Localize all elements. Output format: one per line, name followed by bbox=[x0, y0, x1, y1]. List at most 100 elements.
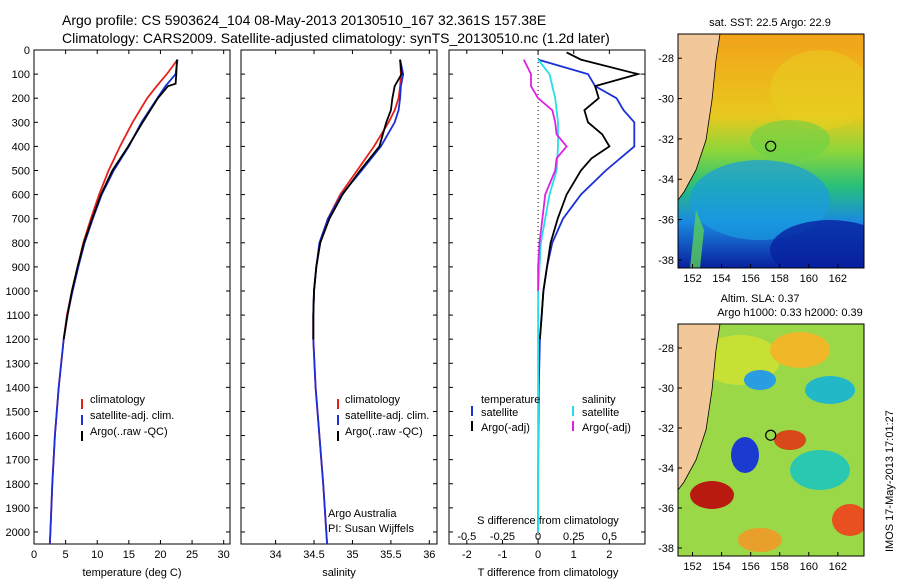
series-line bbox=[539, 51, 642, 340]
temperature-xlabel: temperature (deg C) bbox=[82, 567, 181, 579]
x-tick-label: -2 bbox=[462, 549, 472, 561]
x-tick-label: 10 bbox=[91, 549, 103, 561]
y-tick-label: 1800 bbox=[6, 479, 30, 491]
sst-map-title: sat. SST: 22.5 Argo: 22.9 bbox=[709, 17, 831, 29]
difference-plot: -2 -1 0 1 2 -0.5 -0.25 0 0.25 0.5 bbox=[449, 49, 645, 561]
temperature-plot: 0100200300400500600700800900100011001200… bbox=[6, 45, 230, 561]
y-tick-label: 1000 bbox=[6, 286, 30, 298]
x-tick-label: 1 bbox=[571, 549, 577, 561]
map-y-tick-label: -28 bbox=[658, 53, 674, 65]
argo-position-marker bbox=[765, 429, 777, 441]
y-tick-label: 300 bbox=[12, 117, 30, 129]
salinity-plot: 34 34.5 35 35.5 36 bbox=[241, 49, 437, 561]
map-y-tick-label: -34 bbox=[658, 174, 674, 186]
x-tick-label: 34 bbox=[269, 549, 281, 561]
legend-temperature-heading: temperature bbox=[481, 394, 540, 406]
y-tick-label: 1500 bbox=[6, 406, 30, 418]
y-tick-label: 1700 bbox=[6, 455, 30, 467]
x2-tick-label: 0.5 bbox=[602, 531, 617, 543]
x-tick-label: 35.5 bbox=[380, 549, 401, 561]
series-line bbox=[312, 59, 403, 340]
sla-map-subtitle: Argo h1000: 0.33 h2000: 0.39 bbox=[717, 307, 863, 319]
map-x-tick-label: 162 bbox=[829, 273, 847, 285]
difference-legend: temperature satellite Argo(-adj) salinit… bbox=[471, 394, 631, 434]
y-tick-label: 800 bbox=[12, 238, 30, 250]
sla-map-axes: 152 154 156 158 160 162 -28 -30 -32 -34 -36 -38 bbox=[658, 343, 847, 573]
y-tick-label: 500 bbox=[12, 165, 30, 177]
map-y-tick-label: -30 bbox=[658, 94, 674, 106]
legend-sal-argo: Argo(-adj) bbox=[582, 422, 631, 434]
legend-sal-satellite: satellite bbox=[582, 407, 619, 419]
y-tick-label: 1200 bbox=[6, 334, 30, 346]
map-x-tick-label: 160 bbox=[800, 273, 818, 285]
argo-position-marker bbox=[765, 140, 777, 152]
map-x-tick-label: 154 bbox=[712, 561, 730, 573]
y-tick-label: 400 bbox=[12, 141, 30, 153]
series-line bbox=[537, 59, 559, 532]
map-y-tick-label: -36 bbox=[658, 503, 674, 515]
difference-xlabel: T difference from climatology bbox=[478, 567, 619, 579]
difference-x2label: S difference from climatology bbox=[477, 515, 619, 527]
series-line bbox=[62, 59, 178, 340]
y-tick-label: 100 bbox=[12, 69, 30, 81]
map-x-tick-label: 160 bbox=[800, 561, 818, 573]
legend-temp-satellite: satellite bbox=[481, 407, 518, 419]
legend-argo: Argo(..raw -QC) bbox=[345, 426, 423, 438]
map-y-tick-label: -34 bbox=[658, 463, 674, 475]
salinity-legend: climatology satellite-adj. clim. Argo(..… bbox=[328, 394, 429, 535]
x-tick-label: 2 bbox=[606, 549, 612, 561]
map-y-tick-label: -32 bbox=[658, 134, 674, 146]
x2-tick-label: 0.25 bbox=[563, 531, 584, 543]
legend-satellite: satellite-adj. clim. bbox=[90, 410, 174, 422]
temperature-plot-frame bbox=[33, 49, 231, 545]
y-tick-label: 900 bbox=[12, 262, 30, 274]
map-x-tick-label: 162 bbox=[829, 561, 847, 573]
difference-plot-frame bbox=[448, 49, 646, 545]
map-x-tick-label: 158 bbox=[771, 273, 789, 285]
legend-climatology: climatology bbox=[345, 394, 401, 406]
x-tick-label: 34.5 bbox=[303, 549, 324, 561]
y-tick-label: 1900 bbox=[6, 503, 30, 515]
map-y-tick-label: -28 bbox=[658, 343, 674, 355]
legend-climatology: climatology bbox=[90, 394, 146, 406]
map-x-tick-label: 154 bbox=[712, 273, 730, 285]
x-tick-label: 36 bbox=[423, 549, 435, 561]
map-y-tick-label: -36 bbox=[658, 215, 674, 227]
x-tick-label: 20 bbox=[154, 549, 166, 561]
y-tick-label: 600 bbox=[12, 190, 30, 202]
y-tick-label: 1400 bbox=[6, 382, 30, 394]
map-x-tick-label: 158 bbox=[771, 561, 789, 573]
series-line bbox=[312, 59, 405, 545]
map-x-tick-label: 156 bbox=[741, 273, 759, 285]
x-tick-label: 0 bbox=[31, 549, 37, 561]
x-tick-label: 0 bbox=[535, 549, 541, 561]
figure-title-line2: Climatology: CARS2009. Satellite-adjuste… bbox=[62, 30, 610, 46]
legend-salinity-heading: salinity bbox=[582, 394, 616, 406]
x-tick-label: 35 bbox=[346, 549, 358, 561]
salinity-plot-frame bbox=[240, 49, 438, 545]
legend-satellite: satellite-adj. clim. bbox=[345, 410, 429, 422]
argo-australia-label: Argo Australia bbox=[328, 508, 397, 520]
map-y-tick-label: -32 bbox=[658, 423, 674, 435]
x-tick-label: -1 bbox=[498, 549, 508, 561]
y-tick-label: 1100 bbox=[6, 310, 30, 322]
salinity-xlabel: salinity bbox=[322, 567, 356, 579]
map-x-tick-label: 152 bbox=[683, 561, 701, 573]
x-tick-label: 15 bbox=[123, 549, 135, 561]
x2-tick-label: 0 bbox=[535, 531, 541, 543]
y-tick-label: 0 bbox=[24, 45, 30, 57]
imos-timestamp: IMOS 17-May-2013 17:01:27 bbox=[884, 410, 896, 552]
map-y-tick-label: -38 bbox=[658, 255, 674, 267]
sst-map: sat. SST: 22.5 Argo: 22.9 152 154 156 158 16… bbox=[658, 17, 865, 285]
x-tick-label: 30 bbox=[218, 549, 230, 561]
temperature-legend: climatology satellite-adj. clim. Argo(..… bbox=[81, 394, 174, 441]
legend-argo: Argo(..raw -QC) bbox=[90, 426, 168, 438]
x-tick-label: 5 bbox=[63, 549, 69, 561]
map-x-tick-label: 152 bbox=[683, 273, 701, 285]
y-tick-label: 200 bbox=[12, 93, 30, 105]
sst-map-axes: 152 154 156 158 160 162 -28 -30 -32 -34 -36 -38 bbox=[658, 53, 847, 285]
map-y-tick-label: -38 bbox=[658, 543, 674, 555]
legend-temp-argo: Argo(-adj) bbox=[481, 422, 530, 434]
series-line bbox=[522, 59, 568, 291]
